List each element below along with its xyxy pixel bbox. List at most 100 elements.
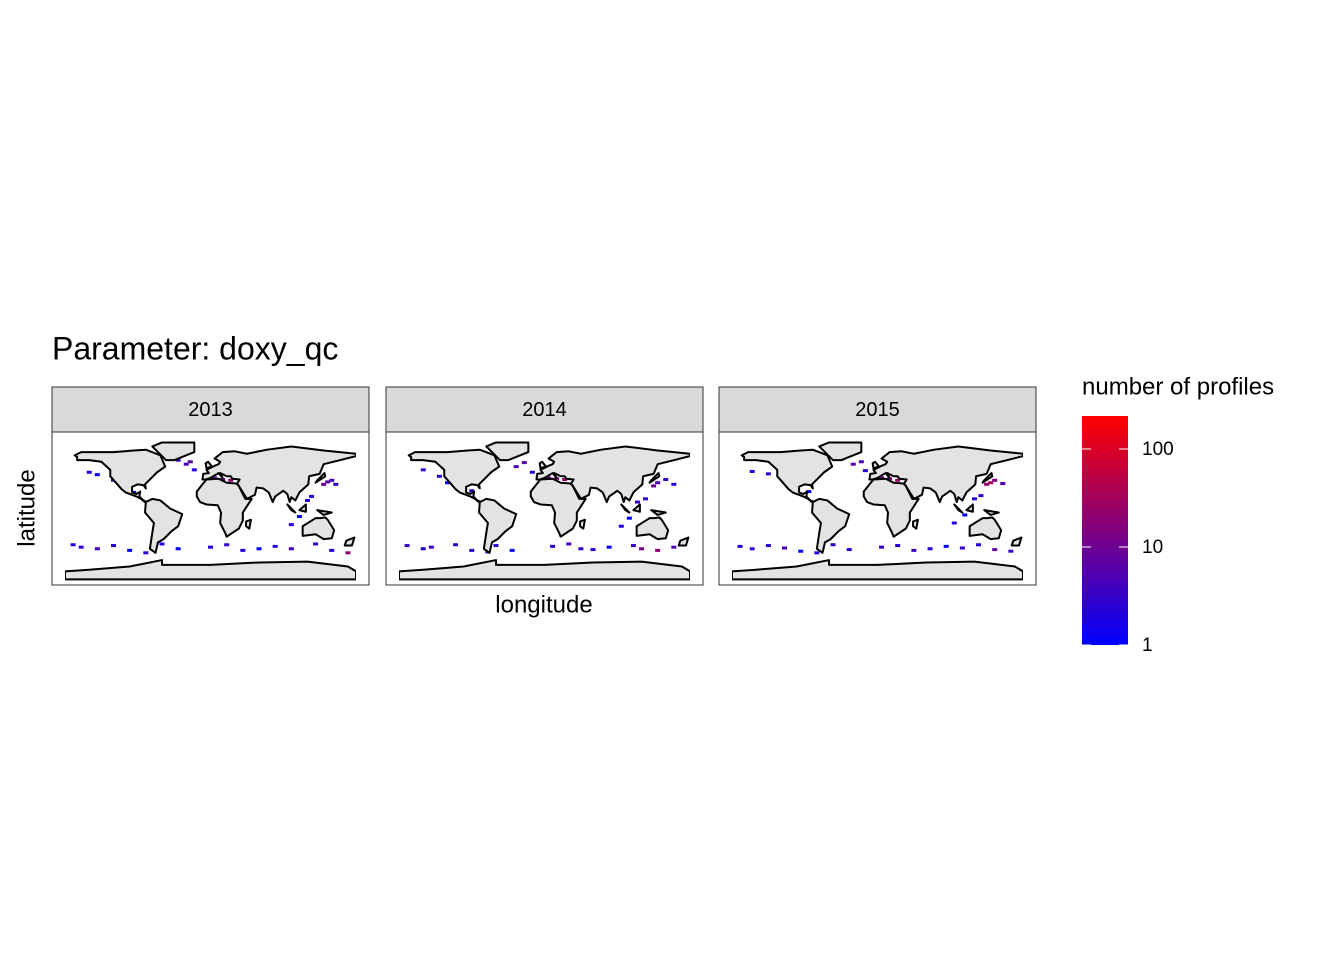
profile-cell <box>143 551 149 555</box>
profile-cell <box>782 546 788 550</box>
profile-cell <box>493 544 499 548</box>
profile-cell <box>806 490 812 494</box>
profile-cell <box>469 489 475 493</box>
facet-strip <box>385 386 704 433</box>
profile-cell <box>927 547 933 551</box>
profile-cell <box>651 484 657 488</box>
profile-cell <box>469 548 475 552</box>
profile-cell <box>550 544 556 548</box>
profile-cell <box>453 543 459 547</box>
profile-cell <box>639 547 644 551</box>
profile-cell <box>634 500 640 504</box>
profile-cell <box>445 481 450 485</box>
profile-cell <box>992 478 998 482</box>
profile-cell <box>183 462 189 466</box>
profile-cell <box>296 515 302 519</box>
profile-cell <box>404 544 410 548</box>
profile-cell <box>94 473 100 477</box>
profile-cell <box>86 470 92 474</box>
profile-cell <box>420 468 426 472</box>
profile-cell <box>111 544 116 548</box>
colorbar-tick-label: 10 <box>1142 537 1163 558</box>
profile-cell <box>212 476 218 480</box>
profile-cell <box>529 470 535 474</box>
profile-cell <box>846 548 852 552</box>
facet-strip <box>51 386 370 433</box>
profile-cell <box>992 548 998 552</box>
colorbar-tick-label: 1 <box>1142 635 1153 656</box>
profile-cell <box>70 543 76 547</box>
profile-cell <box>879 476 885 480</box>
profile-cell <box>329 478 335 482</box>
profile-cell <box>630 544 636 548</box>
chart-title: Parameter: doxy_qc <box>52 330 338 366</box>
profile-cell <box>1000 482 1006 486</box>
profile-cell <box>850 462 856 466</box>
facet-label: 2013 <box>188 399 233 421</box>
profile-cell <box>321 482 327 486</box>
profile-cell <box>798 549 804 553</box>
profile-cell <box>288 523 294 527</box>
profile-cell <box>333 482 339 486</box>
profile-cell <box>187 460 193 464</box>
legend-title: number of profiles <box>1082 373 1274 400</box>
profile-cell <box>590 548 596 552</box>
profile-cell <box>737 544 743 548</box>
profile-cell <box>749 547 755 551</box>
profile-cell <box>562 478 568 481</box>
profile-cell <box>159 542 165 546</box>
profile-cell <box>513 465 519 469</box>
profile-cell <box>765 544 771 548</box>
profile-cell <box>345 551 351 555</box>
profile-cell <box>305 498 310 502</box>
profile-cell <box>895 478 901 482</box>
y-axis-label: latitude <box>13 469 40 546</box>
cells <box>737 457 1014 555</box>
profile-cell <box>256 547 262 551</box>
profile-cell <box>830 543 836 547</box>
profile-cell <box>814 551 820 555</box>
profile-cell <box>858 460 864 464</box>
profile-cell <box>984 482 990 486</box>
profile-cell <box>220 478 226 481</box>
profile-cell <box>895 544 901 548</box>
profile-cell <box>313 542 319 546</box>
profile-cell <box>1008 549 1014 553</box>
profile-cell <box>749 469 755 473</box>
profile-cell <box>175 458 181 462</box>
colorbar <box>1082 416 1128 645</box>
profile-cell <box>309 494 315 498</box>
profile-cell <box>240 548 246 552</box>
profile-cell <box>988 481 994 485</box>
profile-cell <box>428 545 434 549</box>
profile-cell <box>765 472 771 476</box>
profile-cell <box>272 544 278 548</box>
facet-strip <box>718 386 1037 433</box>
profile-cell <box>943 544 949 548</box>
profile-cell <box>521 461 527 465</box>
profile-cell <box>325 480 331 484</box>
profile-cell <box>191 468 197 472</box>
x-axis-label: longitude <box>495 591 592 618</box>
profile-cell <box>288 547 294 551</box>
profile-cell <box>578 547 584 551</box>
profile-cell <box>618 524 624 528</box>
profile-cell <box>962 513 968 517</box>
profile-cell <box>78 545 84 549</box>
profile-cell <box>655 548 661 552</box>
profile-cell <box>671 545 677 549</box>
profile-cell <box>976 543 982 547</box>
profile-cell <box>94 547 100 551</box>
profile-cell <box>127 548 133 552</box>
profile-cell <box>566 542 572 546</box>
profile-cell <box>951 521 957 525</box>
profile-cell <box>329 548 335 552</box>
profile-cell <box>655 481 661 485</box>
facet-label: 2014 <box>522 399 567 421</box>
profile-cell <box>509 548 515 552</box>
profile-cell <box>862 469 868 473</box>
profile-cell <box>436 474 442 478</box>
profile-cell <box>911 548 917 552</box>
profile-cell <box>972 497 977 501</box>
